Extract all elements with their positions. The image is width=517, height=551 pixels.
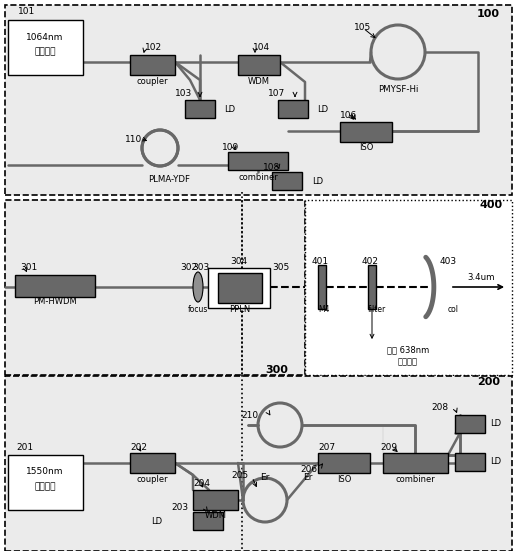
Bar xyxy=(278,100,308,118)
Text: filter: filter xyxy=(368,305,386,315)
Text: LD: LD xyxy=(317,105,328,114)
Text: 探测 638nm: 探测 638nm xyxy=(387,345,429,354)
Text: 301: 301 xyxy=(20,263,37,273)
Text: 3.4um: 3.4um xyxy=(467,273,495,283)
Text: 单频光源: 单频光源 xyxy=(34,47,56,57)
Text: 304: 304 xyxy=(230,257,247,267)
Bar xyxy=(5,200,305,375)
Bar xyxy=(305,200,512,375)
Text: WDM: WDM xyxy=(205,510,227,520)
Text: combiner: combiner xyxy=(395,476,435,484)
Text: 200: 200 xyxy=(477,377,500,387)
Text: 202: 202 xyxy=(130,442,147,451)
Text: Er: Er xyxy=(261,473,270,482)
Text: 201: 201 xyxy=(16,442,33,451)
Bar xyxy=(383,453,448,473)
Text: 106: 106 xyxy=(340,111,357,120)
Text: 305: 305 xyxy=(272,263,289,273)
Text: 208: 208 xyxy=(431,403,448,413)
Text: 单频光源: 单频光源 xyxy=(34,483,56,491)
Text: M4: M4 xyxy=(318,305,329,315)
Text: 光并反馈: 光并反馈 xyxy=(398,358,418,366)
Text: 401: 401 xyxy=(312,257,329,267)
Bar xyxy=(15,275,95,297)
Bar xyxy=(208,268,270,308)
Text: 206: 206 xyxy=(300,466,317,474)
Text: 101: 101 xyxy=(18,8,35,17)
Text: coupler: coupler xyxy=(136,78,168,87)
Text: LD: LD xyxy=(151,516,162,526)
Text: 1550nm: 1550nm xyxy=(26,467,64,477)
Text: combiner: combiner xyxy=(238,174,278,182)
Text: WDM: WDM xyxy=(248,78,270,87)
Bar xyxy=(185,100,215,118)
Bar xyxy=(5,5,512,195)
Text: focus: focus xyxy=(188,305,208,315)
Text: 104: 104 xyxy=(253,44,270,52)
Text: 108: 108 xyxy=(263,164,280,172)
Text: PPLN: PPLN xyxy=(230,305,251,315)
Bar xyxy=(8,455,83,510)
Bar xyxy=(340,122,392,142)
Text: 1064nm: 1064nm xyxy=(26,33,64,41)
Bar xyxy=(193,490,238,510)
Text: 207: 207 xyxy=(318,444,335,452)
Text: 110: 110 xyxy=(126,136,143,144)
Bar xyxy=(318,265,326,309)
Text: 210: 210 xyxy=(241,410,258,419)
Text: 303: 303 xyxy=(192,263,209,273)
Text: PLMA-YDF: PLMA-YDF xyxy=(148,176,190,185)
Bar xyxy=(5,376,512,551)
Bar xyxy=(455,453,485,471)
Text: 300: 300 xyxy=(265,365,288,375)
Text: 102: 102 xyxy=(145,44,162,52)
Text: 203: 203 xyxy=(171,504,188,512)
Text: ISO: ISO xyxy=(359,143,373,153)
Bar xyxy=(368,265,376,309)
Bar xyxy=(238,55,280,75)
Text: 105: 105 xyxy=(354,24,372,33)
Bar xyxy=(318,453,370,473)
Bar xyxy=(8,20,83,75)
Text: ISO: ISO xyxy=(337,476,351,484)
Bar xyxy=(218,273,262,303)
Bar xyxy=(272,172,302,190)
Bar xyxy=(130,55,175,75)
Text: coupler: coupler xyxy=(136,476,168,484)
Ellipse shape xyxy=(193,272,203,302)
Text: LD: LD xyxy=(490,419,501,429)
Text: 205: 205 xyxy=(231,471,248,479)
Text: 403: 403 xyxy=(440,257,457,267)
Bar xyxy=(193,512,223,530)
Text: 107: 107 xyxy=(268,89,285,98)
Text: LD: LD xyxy=(312,176,323,186)
Text: PMYSF-Hi: PMYSF-Hi xyxy=(378,85,418,95)
Text: col: col xyxy=(448,305,459,315)
Text: 109: 109 xyxy=(222,143,239,153)
Text: 103: 103 xyxy=(175,89,192,98)
Bar xyxy=(130,453,175,473)
Bar xyxy=(455,415,485,433)
Text: PM-HWDM: PM-HWDM xyxy=(33,298,77,306)
Text: 400: 400 xyxy=(480,200,503,210)
Text: 402: 402 xyxy=(362,257,379,267)
Text: 204: 204 xyxy=(193,478,210,488)
Bar xyxy=(228,152,288,170)
Text: LD: LD xyxy=(490,457,501,467)
Text: 100: 100 xyxy=(477,9,500,19)
Text: LD: LD xyxy=(224,105,235,114)
Text: 302: 302 xyxy=(180,263,197,273)
Text: 209: 209 xyxy=(380,442,397,451)
Text: Er: Er xyxy=(303,473,313,483)
